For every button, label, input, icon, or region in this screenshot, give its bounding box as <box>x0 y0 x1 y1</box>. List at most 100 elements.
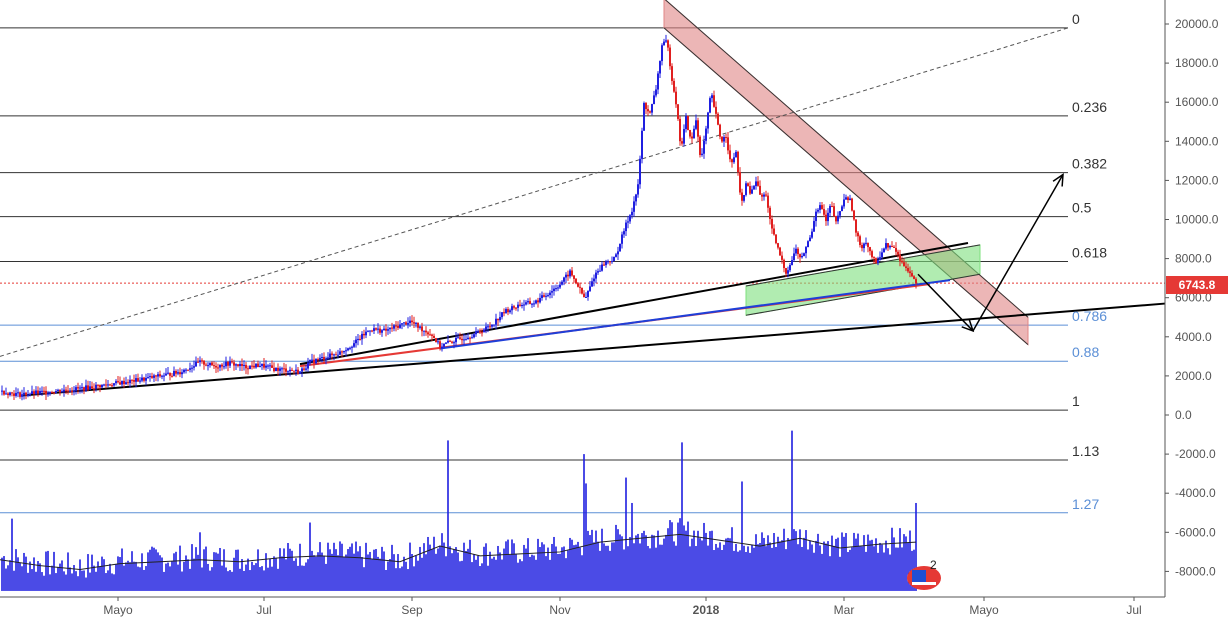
candle-body <box>605 261 607 266</box>
candle-body <box>293 370 295 372</box>
volume-bar <box>317 552 319 591</box>
candle-body <box>653 95 655 105</box>
volume-bar <box>423 543 425 591</box>
volume-bar <box>53 551 55 591</box>
volume-bar <box>595 530 597 591</box>
candle-body <box>503 312 505 314</box>
candle-body <box>265 365 267 368</box>
candle-body <box>479 331 481 333</box>
volume-bar <box>639 543 641 591</box>
candle-body <box>701 153 703 155</box>
volume-bar <box>859 545 861 591</box>
candle-body <box>813 221 815 232</box>
volume-bar <box>585 483 587 591</box>
arrow-layer <box>917 173 1064 333</box>
volume-bar <box>177 564 179 591</box>
volume-bar <box>397 554 399 591</box>
volume-bar <box>441 533 443 591</box>
volume-bar <box>631 502 633 591</box>
volume-bar <box>525 548 527 591</box>
candle-body <box>179 372 181 375</box>
candle-body <box>145 377 147 381</box>
candle-body <box>649 111 651 113</box>
candle-body <box>235 364 237 366</box>
volume-bar <box>529 556 531 591</box>
candle-body <box>175 370 177 374</box>
candle-body <box>141 377 143 381</box>
volume-bar <box>795 531 797 591</box>
volume-bar <box>803 537 805 591</box>
volume-bar <box>351 543 353 591</box>
volume-bar <box>819 545 821 591</box>
volume-bar <box>907 542 909 591</box>
candle-body <box>913 276 915 279</box>
candle-body <box>435 338 437 343</box>
volume-bar <box>477 555 479 591</box>
volume-bar <box>713 550 715 591</box>
volume-bar <box>805 530 807 591</box>
candle-body <box>285 368 287 372</box>
volume-bar <box>295 558 297 591</box>
candle-body <box>279 368 281 371</box>
candle-body <box>691 136 693 139</box>
volume-bar <box>671 522 673 591</box>
volume-bar <box>223 549 225 591</box>
volume-bar <box>453 549 455 591</box>
candle-body <box>623 231 625 235</box>
candle-body <box>215 365 217 368</box>
candle-body <box>5 393 7 395</box>
candle-body <box>199 360 201 363</box>
candle-body <box>47 393 49 395</box>
candle-body <box>43 390 45 392</box>
candle-body <box>513 306 515 308</box>
volume-bar <box>455 547 457 591</box>
candle-body <box>119 382 121 385</box>
candle-body <box>57 389 59 392</box>
volume-bar <box>831 535 833 591</box>
candle-body <box>213 365 215 367</box>
candle-body <box>811 231 813 238</box>
candle-body <box>201 360 203 362</box>
volume-bar <box>71 573 73 591</box>
volume-bar <box>783 528 785 591</box>
candle-body <box>419 326 421 328</box>
candle-body <box>737 151 739 173</box>
volume-bar <box>49 574 51 591</box>
candle-body <box>553 288 555 292</box>
candle-body <box>115 381 117 384</box>
candle-body <box>603 264 605 266</box>
candle-body <box>163 375 165 377</box>
volume-bar <box>789 539 791 591</box>
volume-bar <box>319 542 321 591</box>
candle-body <box>873 257 875 259</box>
candle-body <box>767 195 769 208</box>
volume-bar <box>163 571 165 591</box>
projection-arrow-0 <box>917 273 974 332</box>
volume-bar <box>897 547 899 591</box>
volume-bar <box>693 530 695 591</box>
candle-body <box>425 330 427 333</box>
candle-body <box>233 362 235 366</box>
volume-bar <box>265 553 267 591</box>
fib-label-5: 0.786 <box>1072 308 1107 324</box>
candle-body <box>185 369 187 371</box>
volume-bar <box>867 534 869 591</box>
candle-body <box>23 392 25 395</box>
candle-body <box>611 261 613 263</box>
volume-bar <box>731 527 733 591</box>
candle-body <box>661 45 663 62</box>
y-tick-label-13: -6000.0 <box>1175 525 1216 539</box>
candle-body <box>805 247 807 254</box>
candle-body <box>325 358 327 360</box>
volume-bar <box>591 529 593 591</box>
volume-bar <box>153 547 155 591</box>
candle-body <box>251 365 253 367</box>
candle-body <box>245 364 247 369</box>
flag-badge-icon[interactable] <box>906 562 946 592</box>
candle-body <box>131 379 133 381</box>
volume-bar <box>379 558 381 591</box>
candle-body <box>257 363 259 368</box>
volume-bar <box>523 544 525 591</box>
candle-body <box>703 140 705 154</box>
